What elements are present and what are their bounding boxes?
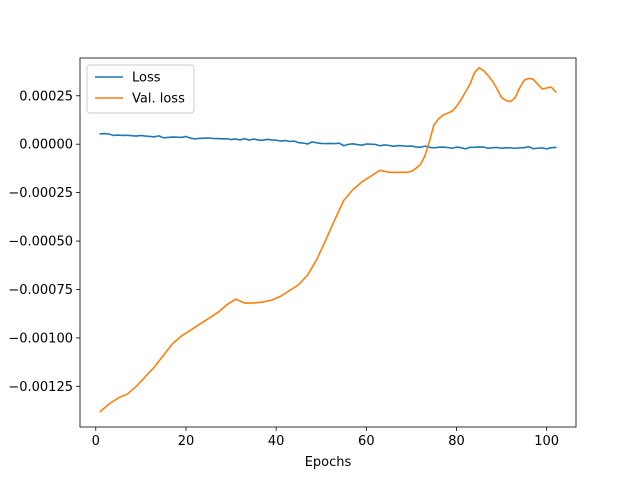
x-tick-label: 0 xyxy=(92,434,100,449)
legend-label-val-loss: Val. loss xyxy=(132,92,185,107)
y-axis: 0.00025 0.00000 −0.00025 −0.00050 −0.00075 −0… xyxy=(8,89,80,395)
y-tick-label: −0.00100 xyxy=(8,331,73,346)
y-tick-label: −0.00075 xyxy=(8,283,73,298)
y-tick-label: −0.00125 xyxy=(8,380,73,395)
x-axis-label: Epochs xyxy=(305,455,352,470)
series-line-val-loss xyxy=(99,66,557,413)
legend-label-loss: Loss xyxy=(132,71,161,86)
plot-frame xyxy=(79,57,577,428)
x-tick-label: 80 xyxy=(448,434,465,449)
y-tick-label: 0.00000 xyxy=(19,138,73,153)
series-line-loss xyxy=(99,132,557,150)
x-tick-label: 20 xyxy=(178,434,195,449)
series-layer xyxy=(99,66,557,413)
x-tick-label: 100 xyxy=(534,434,559,449)
x-axis: 0 20 40 60 80 100 xyxy=(92,427,559,449)
x-tick-label: 40 xyxy=(268,434,285,449)
y-tick-label: −0.00050 xyxy=(8,235,73,250)
legend: Loss Val. loss xyxy=(86,64,195,114)
y-tick-label: 0.00025 xyxy=(19,89,73,104)
y-tick-label: −0.00025 xyxy=(8,186,73,201)
x-tick-label: 60 xyxy=(358,434,375,449)
